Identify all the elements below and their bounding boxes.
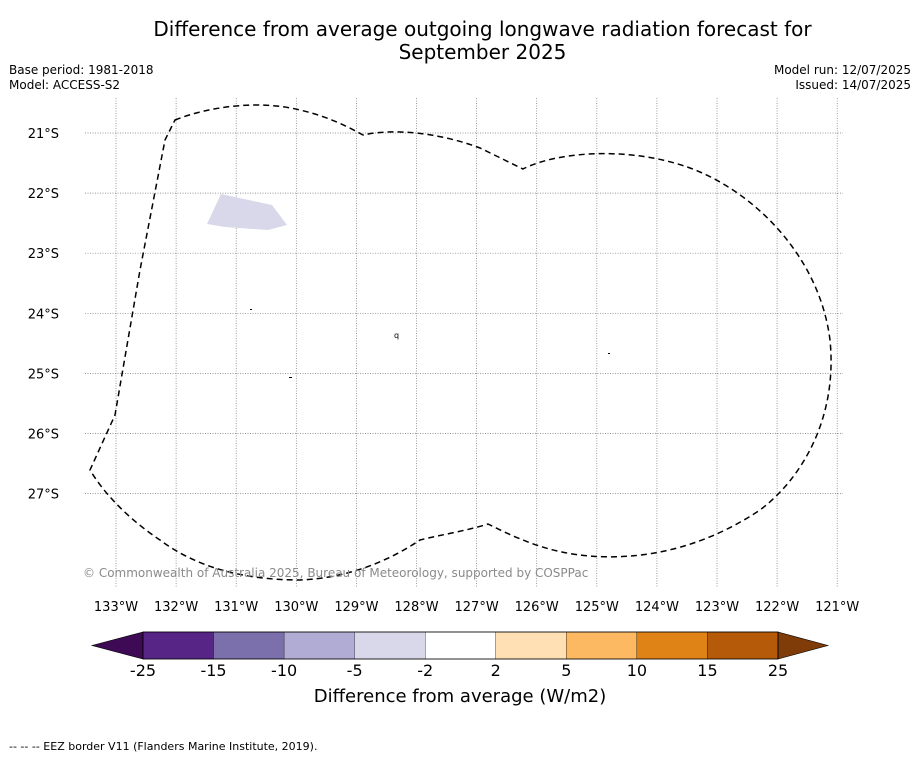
title-line-2: September 2025 [398, 40, 567, 64]
lon-label: 125°W [575, 600, 619, 615]
lon-label: 123°W [695, 600, 739, 615]
lat-label: 23°S [28, 247, 59, 262]
title-line-1: Difference from average outgoing longwav… [153, 17, 812, 41]
colorbar-segment [213, 631, 285, 660]
lon-label: 126°W [515, 600, 559, 615]
colorbar-segment [495, 631, 567, 660]
speck-2 [289, 377, 292, 378]
colorbar-segment [142, 631, 214, 660]
eez-border [89, 104, 832, 581]
colorbar-segment [425, 631, 496, 660]
issued-date: Issued: 14/07/2025 [795, 78, 911, 92]
meta-left: Base period: 1981-2018 Model: ACCESS-S2 [9, 63, 154, 93]
colorbar-tick-label: 25 [767, 661, 789, 680]
lon-label: 128°W [394, 600, 438, 615]
small-specks: q [250, 309, 610, 378]
latitude-labels: 21°S 22°S 23°S 24°S 25°S 26°S 27°S [28, 127, 59, 503]
lon-label: 130°W [274, 600, 318, 615]
colorbar-tick-label: -15 [200, 661, 227, 680]
anomaly-region [207, 194, 287, 230]
lon-label: 133°W [94, 600, 138, 615]
colorbar-title: Difference from average (W/m2) [313, 686, 607, 707]
lon-label: 124°W [635, 600, 679, 615]
lon-label: 121°W [815, 600, 859, 615]
colorbar-tick-label: -10 [271, 661, 298, 680]
lon-label: 127°W [455, 600, 499, 615]
model-name: Model: ACCESS-S2 [9, 78, 121, 92]
colorbar-tick-label: -2 [417, 661, 434, 680]
colorbar-segment [707, 631, 779, 660]
lat-label: 27°S [28, 488, 59, 503]
page-title: Difference from average outgoing longwav… [80, 18, 885, 64]
speck-3: q [394, 331, 399, 340]
speck-4 [608, 353, 610, 354]
model-run: Model run: 12/07/2025 [773, 63, 911, 77]
graticule [85, 98, 843, 588]
colorbar-segment [636, 631, 708, 660]
base-period: Base period: 1981-2018 [9, 63, 154, 77]
lat-label: 24°S [28, 307, 59, 322]
colorbar-tick-label: 5 [561, 661, 572, 680]
lon-label: 132°W [154, 600, 198, 615]
meta-right: Model run: 12/07/2025 Issued: 14/07/2025 [774, 63, 911, 93]
colorbar-max-extension [777, 631, 830, 660]
colorbar-tick-label: -25 [129, 661, 157, 680]
colorbar-tick-label: 2 [490, 661, 501, 680]
lon-label: 122°W [755, 600, 799, 615]
colorbar-segment [354, 631, 426, 660]
lat-label: 25°S [28, 367, 59, 382]
speck-1 [250, 309, 252, 310]
lat-label: 21°S [28, 127, 59, 142]
lat-label: 26°S [28, 428, 59, 443]
lon-label: 131°W [214, 600, 258, 615]
colorbar-tick-label: 10 [626, 661, 648, 680]
lon-label: 129°W [334, 600, 378, 615]
colorbar-segment [283, 631, 355, 660]
eez-legend: -- -- -- EEZ border V11 (Flanders Marine… [9, 740, 318, 753]
colorbar [90, 631, 830, 660]
lat-label: 22°S [28, 187, 59, 202]
colorbar-tick-label: 15 [697, 661, 718, 680]
copyright-notice: © Commonwealth of Australia 2025, Bureau… [83, 566, 588, 580]
colorbar-min-extension [90, 631, 144, 660]
colorbar-outline [142, 631, 779, 660]
longitude-labels: 133°W 132°W 131°W 130°W 129°W 128°W 127°W 126°W… [94, 600, 860, 615]
colorbar-segment [566, 631, 638, 660]
colorbar-tick-label: -5 [346, 661, 363, 680]
